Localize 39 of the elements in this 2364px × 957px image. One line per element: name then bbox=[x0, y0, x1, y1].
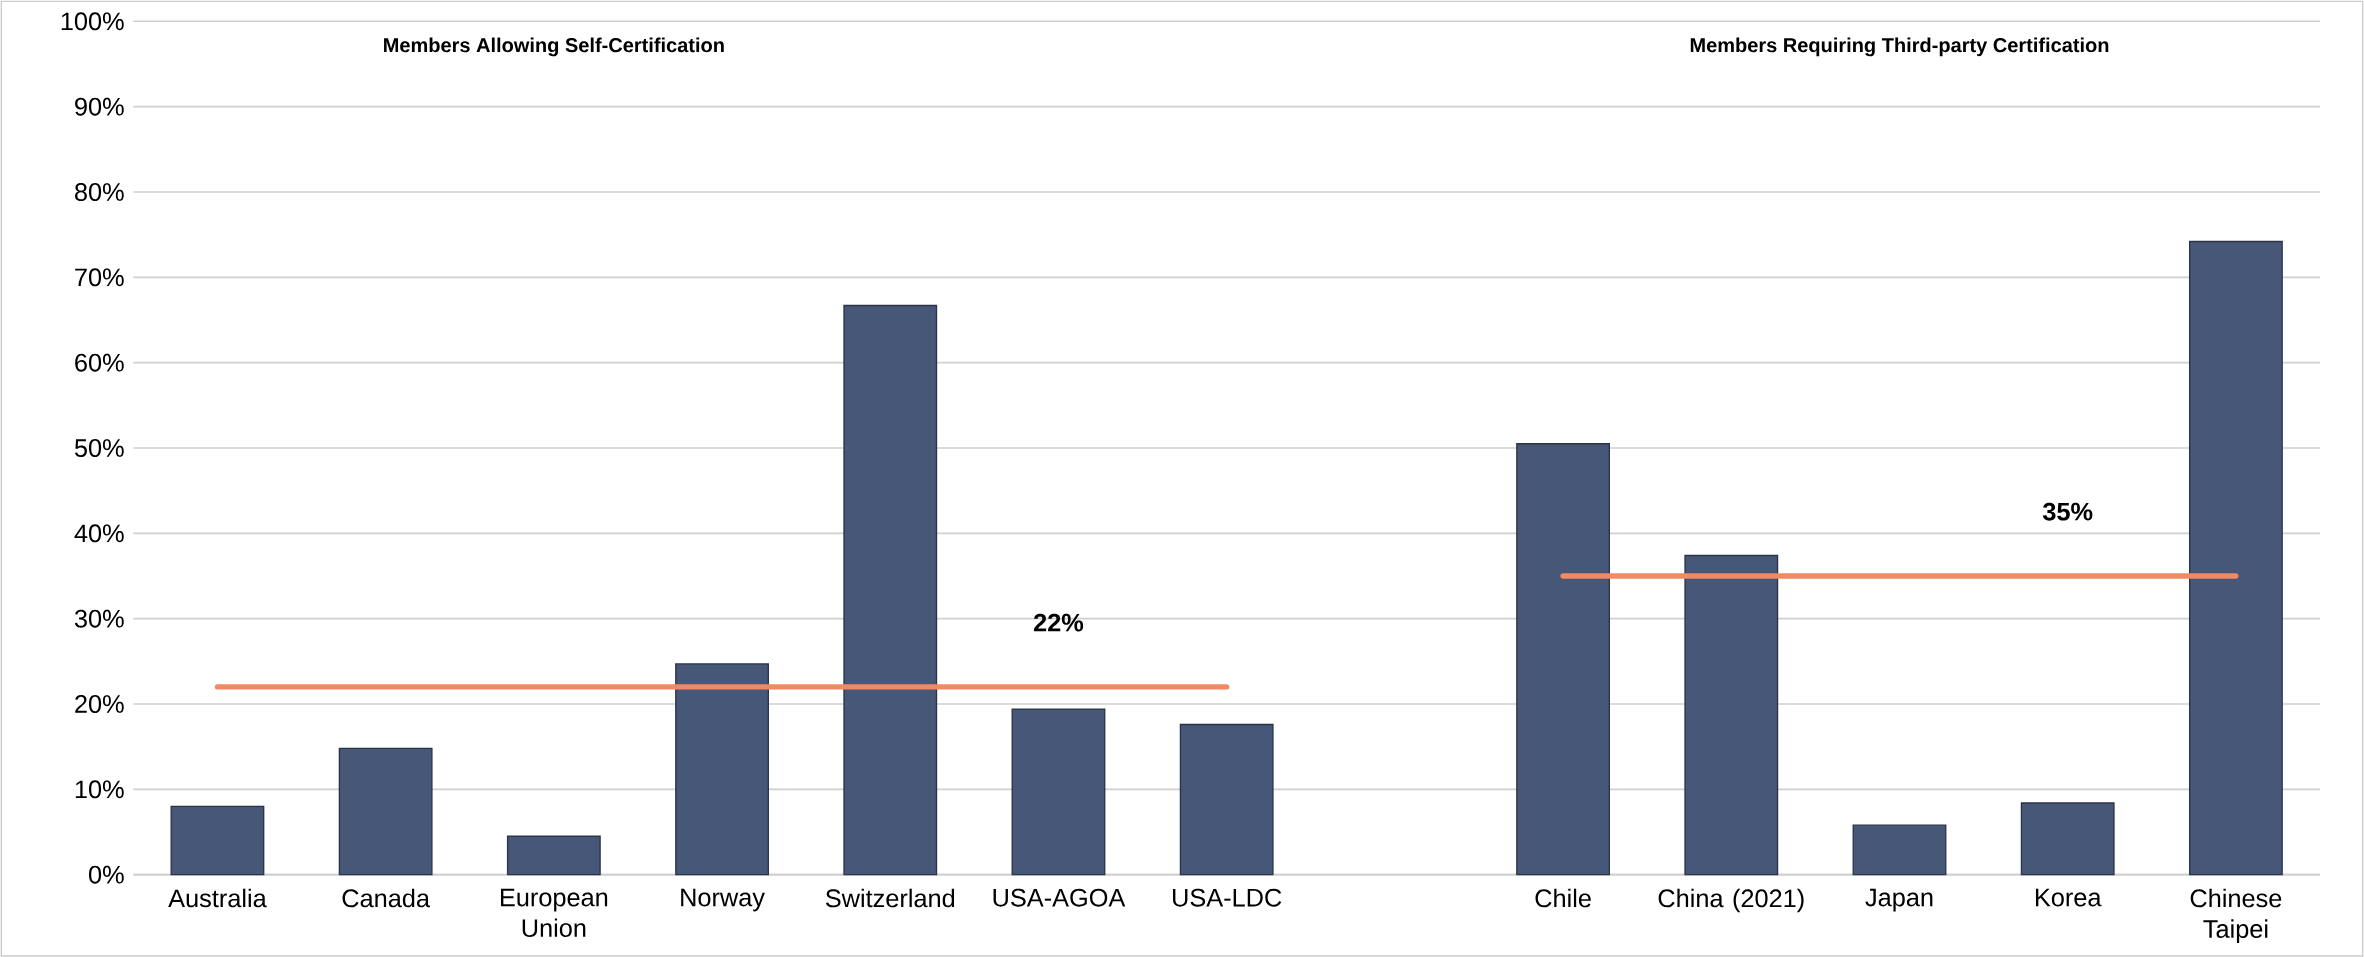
x-tick-label: Chile bbox=[1535, 888, 1591, 908]
y-tick-label: 30% bbox=[74, 609, 124, 628]
annotation: Members Requiring Third-party Certification bbox=[1690, 37, 2109, 57]
y-tick-label: 60% bbox=[75, 353, 124, 372]
x-tick-label: Korea bbox=[2035, 888, 2102, 907]
x-tick-label: Australia bbox=[168, 888, 267, 908]
y-tick-label: 10% bbox=[75, 780, 124, 799]
bar bbox=[170, 805, 265, 876]
y-tick-label: 0% bbox=[89, 865, 124, 884]
annotation: 22% bbox=[1034, 613, 1084, 632]
bar bbox=[675, 663, 769, 876]
bar bbox=[1516, 442, 1611, 876]
x-tick-label: USA-LDC bbox=[1173, 888, 1282, 907]
bar bbox=[338, 747, 433, 876]
x-tick-label: Japan bbox=[1865, 888, 1933, 912]
bar bbox=[1011, 708, 1106, 876]
y-tick-label: 40% bbox=[74, 524, 124, 543]
bar bbox=[843, 304, 938, 876]
bar bbox=[1179, 723, 1274, 876]
annotation: 35% bbox=[2042, 502, 2093, 521]
bar bbox=[506, 835, 601, 876]
y-tick-label: 90% bbox=[75, 97, 124, 116]
y-tick-label: 80% bbox=[75, 182, 124, 201]
x-tick-label: Switzerland bbox=[825, 888, 955, 908]
y-tick-label: 20% bbox=[75, 694, 124, 713]
y-tick-label: 100% bbox=[61, 12, 124, 31]
annotation: Members Allowing Self-Certification bbox=[384, 37, 724, 57]
bar bbox=[1852, 824, 1947, 876]
bar bbox=[2188, 240, 2283, 876]
x-tick-label: Canada bbox=[342, 888, 430, 908]
bar bbox=[1684, 554, 1779, 876]
x-tick-label: European Union bbox=[500, 888, 608, 937]
x-tick-label: USA-AGOA bbox=[993, 888, 1126, 907]
x-tick-label: Norway bbox=[681, 888, 765, 912]
x-tick-label: China (2021) bbox=[1658, 888, 1804, 913]
x-tick-label: Chinese Taipei bbox=[2190, 888, 2282, 943]
y-tick-label: 50% bbox=[74, 438, 124, 457]
bar bbox=[2020, 802, 2115, 876]
y-tick-label: 70% bbox=[75, 268, 124, 287]
